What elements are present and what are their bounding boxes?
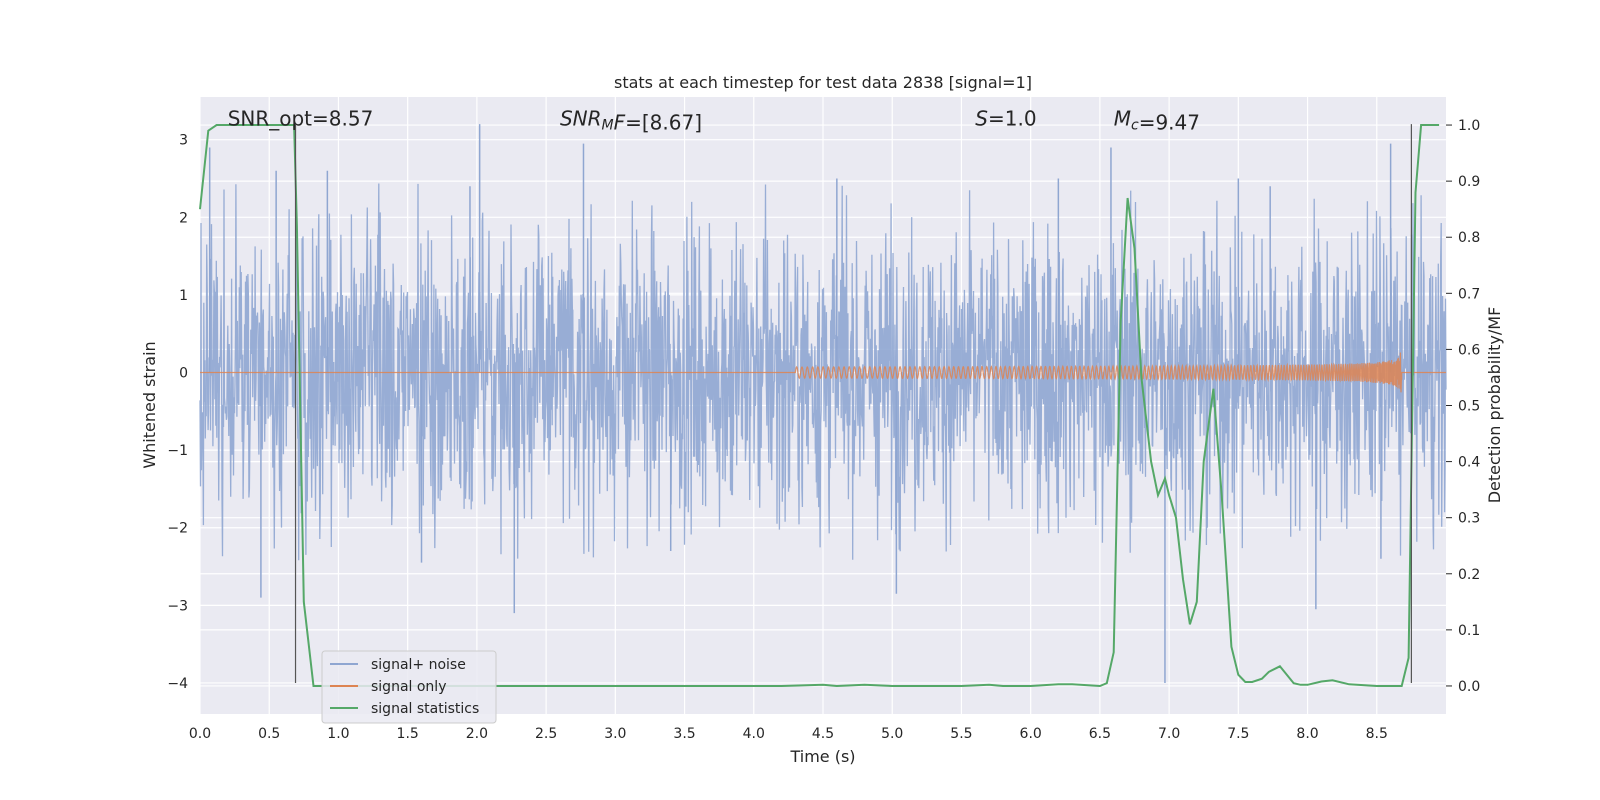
chart-title: stats at each timestep for test data 283…	[614, 73, 1032, 92]
y2-axis-label: Detection probability/MF	[1485, 307, 1504, 504]
y-tick-label: −1	[167, 443, 188, 459]
y2-tick-label: 0.2	[1458, 567, 1480, 583]
y2-tick-label: 0.4	[1458, 455, 1480, 471]
series-signal-noise	[199, 124, 1447, 683]
y2-tick-label: 0.5	[1458, 399, 1480, 415]
y-tick-label: 1	[179, 288, 188, 304]
y-tick-label: −3	[167, 598, 188, 614]
series-signal-only	[200, 352, 1446, 393]
annotation-mc: Mc=9.47	[1114, 107, 1200, 135]
y-tick-label: 3	[179, 133, 188, 149]
y-tick-label: −4	[167, 676, 188, 692]
y2-tick-label: 0.0	[1458, 679, 1480, 695]
legend-box	[321, 650, 497, 724]
y2-tick-label: 0.9	[1458, 174, 1480, 190]
signal-only-line	[200, 352, 1446, 393]
y-tick-label: 0	[179, 366, 188, 382]
x-tick-label: 6.5	[1089, 726, 1111, 742]
y2-tick-label: 0.3	[1458, 511, 1480, 527]
x-tick-label: 6.0	[1020, 726, 1042, 742]
x-tick-label: 8.5	[1366, 726, 1388, 742]
x-tick-label: 3.5	[673, 726, 695, 742]
signal-noise-line	[199, 183, 1447, 561]
annotation-snr-opt: SNR_opt=8.57	[228, 107, 374, 131]
y2-tick-label: 0.8	[1458, 230, 1480, 246]
x-tick-label: 5.0	[881, 726, 903, 742]
x-tick-label: 3.0	[604, 726, 626, 742]
x-tick-label: 4.0	[743, 726, 765, 742]
y-axis-ticks: 3 2 1 0 −1 −2 −3 −4	[167, 133, 188, 692]
x-axis-label: Time (s)	[789, 747, 855, 766]
x-tick-label: 7.5	[1227, 726, 1249, 742]
x-tick-label: 5.5	[950, 726, 972, 742]
legend-label-signal-statistics: signal statistics	[371, 701, 479, 717]
y-tick-label: 2	[179, 210, 188, 226]
x-axis-ticks: 0.0 0.5 1.0 1.5 2.0 2.5 3.0 3.5 4.0 4.5 5.0 5.5 6.0 6…	[189, 726, 1388, 742]
x-tick-label: 7.0	[1158, 726, 1180, 742]
y-tick-label: −2	[167, 521, 188, 537]
y2-tick-label: 0.7	[1458, 286, 1480, 302]
x-tick-label: 0.0	[189, 726, 211, 742]
y2-axis-ticks: 1.0 0.9 0.8 0.7 0.6 0.5 0.4 0.3 0.2 0.1 0.0	[1446, 118, 1480, 695]
annotations: SNR_opt=8.57 SNRMF=[8.67] S=1.0 Mc=9.47	[228, 107, 1200, 135]
y2-tick-label: 0.6	[1458, 342, 1480, 358]
legend-label-signal-only: signal only	[371, 679, 446, 695]
x-tick-label: 4.5	[812, 726, 834, 742]
annotation-s-stat: S=1.0	[975, 107, 1036, 131]
annotation-snr-mf: SNRMF=[8.67]	[560, 107, 702, 135]
y-axis-label: Whitened strain	[140, 341, 159, 468]
legend: signal+ noise signal only signal statist…	[321, 650, 497, 724]
x-tick-label: 2.0	[466, 726, 488, 742]
vertical-markers	[294, 124, 1412, 683]
x-tick-label: 1.0	[327, 726, 349, 742]
legend-label-signal-noise: signal+ noise	[371, 657, 466, 673]
y2-tick-label: 0.1	[1458, 623, 1480, 639]
x-tick-label: 8.0	[1296, 726, 1318, 742]
x-tick-label: 1.5	[397, 726, 419, 742]
x-tick-label: 2.5	[535, 726, 557, 742]
x-tick-label: 0.5	[258, 726, 280, 742]
y2-tick-label: 1.0	[1458, 118, 1480, 134]
